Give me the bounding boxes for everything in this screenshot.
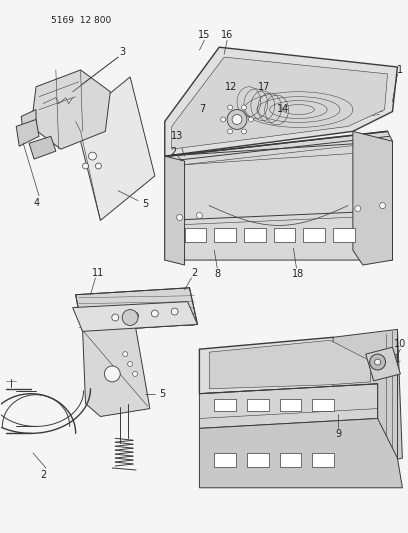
Text: 15: 15 — [198, 30, 211, 41]
Circle shape — [112, 314, 119, 321]
Bar — [279, 399, 302, 410]
Polygon shape — [29, 136, 56, 159]
Circle shape — [122, 310, 138, 326]
Circle shape — [128, 361, 133, 367]
Bar — [274, 228, 295, 242]
Circle shape — [379, 203, 386, 208]
Polygon shape — [73, 302, 197, 332]
Circle shape — [370, 354, 386, 370]
Text: 3: 3 — [119, 47, 125, 57]
Text: 18: 18 — [292, 269, 304, 279]
Text: 2: 2 — [171, 147, 177, 157]
Text: 12: 12 — [225, 82, 237, 92]
Bar — [247, 399, 269, 410]
Text: 10: 10 — [394, 339, 406, 349]
Circle shape — [242, 129, 246, 134]
Polygon shape — [200, 418, 402, 488]
Bar — [247, 453, 269, 467]
Text: 16: 16 — [221, 30, 233, 41]
Circle shape — [221, 117, 226, 122]
Bar — [279, 453, 302, 467]
Circle shape — [375, 359, 381, 365]
Circle shape — [228, 105, 233, 110]
Circle shape — [89, 152, 96, 160]
Polygon shape — [31, 70, 110, 149]
Polygon shape — [16, 119, 39, 146]
Circle shape — [171, 308, 178, 315]
Text: 14: 14 — [277, 103, 290, 114]
Text: 5169  12 800: 5169 12 800 — [51, 17, 111, 26]
Polygon shape — [209, 340, 371, 389]
Bar — [214, 399, 236, 410]
Polygon shape — [165, 131, 392, 260]
Bar — [214, 453, 236, 467]
Text: 1: 1 — [397, 65, 404, 75]
Bar — [184, 228, 206, 242]
Circle shape — [196, 213, 202, 219]
Text: 17: 17 — [257, 82, 270, 92]
Polygon shape — [333, 329, 402, 463]
Text: 13: 13 — [171, 131, 183, 141]
Text: 4: 4 — [34, 198, 40, 208]
Polygon shape — [165, 47, 397, 156]
Polygon shape — [75, 77, 155, 221]
Polygon shape — [75, 288, 197, 332]
Text: 2: 2 — [40, 470, 46, 480]
Circle shape — [104, 366, 120, 382]
Bar — [244, 228, 266, 242]
Circle shape — [228, 129, 233, 134]
Bar — [214, 228, 236, 242]
Circle shape — [82, 163, 89, 169]
Bar — [304, 228, 325, 242]
Text: 9: 9 — [335, 429, 341, 439]
Bar — [312, 453, 334, 467]
Polygon shape — [82, 325, 150, 416]
Text: 2: 2 — [191, 268, 197, 278]
Circle shape — [242, 105, 246, 110]
Circle shape — [132, 312, 139, 319]
Bar — [333, 228, 355, 242]
Circle shape — [177, 214, 183, 221]
Polygon shape — [172, 57, 388, 149]
Circle shape — [151, 310, 158, 317]
Text: 5: 5 — [142, 199, 148, 208]
Circle shape — [232, 115, 242, 124]
Bar — [312, 399, 334, 410]
Circle shape — [95, 163, 102, 169]
Polygon shape — [165, 156, 184, 265]
Text: 5: 5 — [160, 389, 166, 399]
Text: 11: 11 — [92, 268, 104, 278]
Polygon shape — [366, 347, 400, 381]
Text: 8: 8 — [214, 269, 220, 279]
Polygon shape — [21, 110, 36, 133]
Text: 7: 7 — [199, 103, 206, 114]
Polygon shape — [200, 337, 378, 394]
Polygon shape — [200, 384, 378, 429]
Circle shape — [123, 352, 128, 357]
Polygon shape — [353, 131, 392, 265]
Circle shape — [227, 110, 247, 130]
Circle shape — [133, 372, 137, 376]
Circle shape — [248, 117, 253, 122]
Circle shape — [355, 206, 361, 212]
